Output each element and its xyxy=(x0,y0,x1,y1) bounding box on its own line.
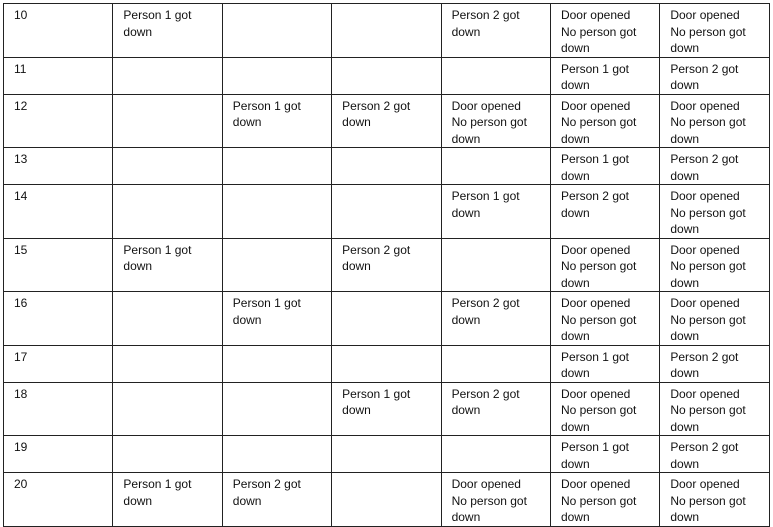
row-number-cell: 14 xyxy=(2,184,114,239)
table-cell xyxy=(112,147,223,185)
table-cell xyxy=(221,381,333,436)
table-cell: Door opened No person got down xyxy=(440,93,551,148)
row-number-cell: 11 xyxy=(2,56,114,95)
table-cell: Door opened No person got down xyxy=(549,93,661,148)
table-cell: Person 2 got down xyxy=(659,344,770,383)
table-cell xyxy=(331,291,442,346)
table-cell: Person 2 got down xyxy=(221,472,333,527)
table-cell: Door opened No person got down xyxy=(659,93,770,148)
table-cell: Door opened No person got down xyxy=(549,3,661,58)
table-cell: Door opened No person got down xyxy=(549,237,661,292)
table-cell: Door opened No person got down xyxy=(549,472,661,527)
table-cell xyxy=(112,184,223,239)
table-cell: Door opened No person got down xyxy=(659,381,770,436)
table-cell xyxy=(112,291,223,346)
table-cell xyxy=(331,344,442,383)
row-number-cell: 10 xyxy=(2,3,114,58)
table-cell: Person 2 got down xyxy=(659,435,770,473)
table-cell xyxy=(221,237,333,292)
table-row: 11 Person 1 got down Person 2 got down xyxy=(2,56,770,95)
row-number-cell: 19 xyxy=(2,435,114,473)
table-cell xyxy=(331,147,442,185)
row-number-cell: 12 xyxy=(2,93,114,148)
elevator-table: 10 Person 1 got down Person 2 got down Door… xyxy=(2,3,770,527)
table-cell: Person 1 got down xyxy=(440,184,551,239)
table-cell: Person 1 got down xyxy=(549,56,661,95)
table-cell xyxy=(440,147,551,185)
table-cell xyxy=(440,435,551,473)
table-cell: Person 2 got down xyxy=(440,291,551,346)
table-cell xyxy=(331,472,442,527)
table-cell: Person 2 got down xyxy=(440,3,551,58)
row-number-cell: 18 xyxy=(2,381,114,436)
table-cell: Person 1 got down xyxy=(549,435,661,473)
row-number-cell: 13 xyxy=(2,147,114,185)
table-cell: Door opened No person got down xyxy=(659,184,770,239)
table-cell: Person 1 got down xyxy=(331,381,442,436)
table-cell: Person 2 got down xyxy=(659,147,770,185)
table-row: 17 Person 1 got down Person 2 got down xyxy=(2,344,770,383)
table-row: 10 Person 1 got down Person 2 got down Door… xyxy=(2,3,770,58)
table-cell: Person 1 got down xyxy=(221,291,333,346)
table-cell xyxy=(440,56,551,95)
table-cell xyxy=(221,56,333,95)
table-cell xyxy=(331,56,442,95)
table-cell xyxy=(221,435,333,473)
table-cell xyxy=(112,435,223,473)
table-cell xyxy=(112,56,223,95)
table-cell: Door opened No person got down xyxy=(659,3,770,58)
table-cell xyxy=(440,237,551,292)
table-cell: Person 1 got down xyxy=(112,472,223,527)
table-cell: Person 2 got down xyxy=(549,184,661,239)
table-cell xyxy=(331,184,442,239)
table-cell: Person 1 got down xyxy=(112,3,223,58)
table-row: 15 Person 1 got down Person 2 got down Door… xyxy=(2,237,770,292)
table-cell: Person 1 got down xyxy=(549,147,661,185)
table-row: 14 Person 1 got down Person 2 got down Door… xyxy=(2,184,770,239)
row-number-cell: 17 xyxy=(2,344,114,383)
table-cell: Person 1 got down xyxy=(549,344,661,383)
table-cell: Person 2 got down xyxy=(440,381,551,436)
table-cell: Door opened No person got down xyxy=(659,291,770,346)
table-row: 16 Person 1 got down Person 2 got down Door… xyxy=(2,291,770,346)
table-cell: Person 2 got down xyxy=(659,56,770,95)
row-number-cell: 16 xyxy=(2,291,114,346)
row-number-cell: 15 xyxy=(2,237,114,292)
table-row: 13 Person 1 got down Person 2 got down xyxy=(2,147,770,185)
table-cell xyxy=(112,93,223,148)
row-number-cell: 20 xyxy=(2,472,114,527)
table-cell xyxy=(221,147,333,185)
table-cell: Door opened No person got down xyxy=(659,237,770,292)
table-row: 19 Person 1 got down Person 2 got down xyxy=(2,435,770,473)
table-cell: Person 2 got down xyxy=(331,93,442,148)
table-body: 10 Person 1 got down Person 2 got down Door… xyxy=(2,3,770,527)
table-cell: Door opened No person got down xyxy=(440,472,551,527)
table-cell xyxy=(221,3,333,58)
table-cell xyxy=(440,344,551,383)
table-row: 12 Person 1 got down Person 2 got down Door… xyxy=(2,93,770,148)
table-cell xyxy=(221,184,333,239)
table-cell: Door opened No person got down xyxy=(549,381,661,436)
table-cell: Door opened No person got down xyxy=(659,472,770,527)
table-row: 20 Person 1 got down Person 2 got down Door… xyxy=(2,472,770,527)
table-cell xyxy=(112,381,223,436)
table-cell: Person 2 got down xyxy=(331,237,442,292)
table-cell: Person 1 got down xyxy=(221,93,333,148)
table-cell xyxy=(331,435,442,473)
table-cell xyxy=(221,344,333,383)
table-cell xyxy=(112,344,223,383)
table-cell xyxy=(331,3,442,58)
table-cell: Door opened No person got down xyxy=(549,291,661,346)
table-cell: Person 1 got down xyxy=(112,237,223,292)
table-row: 18 Person 1 got down Person 2 got down Door… xyxy=(2,381,770,436)
